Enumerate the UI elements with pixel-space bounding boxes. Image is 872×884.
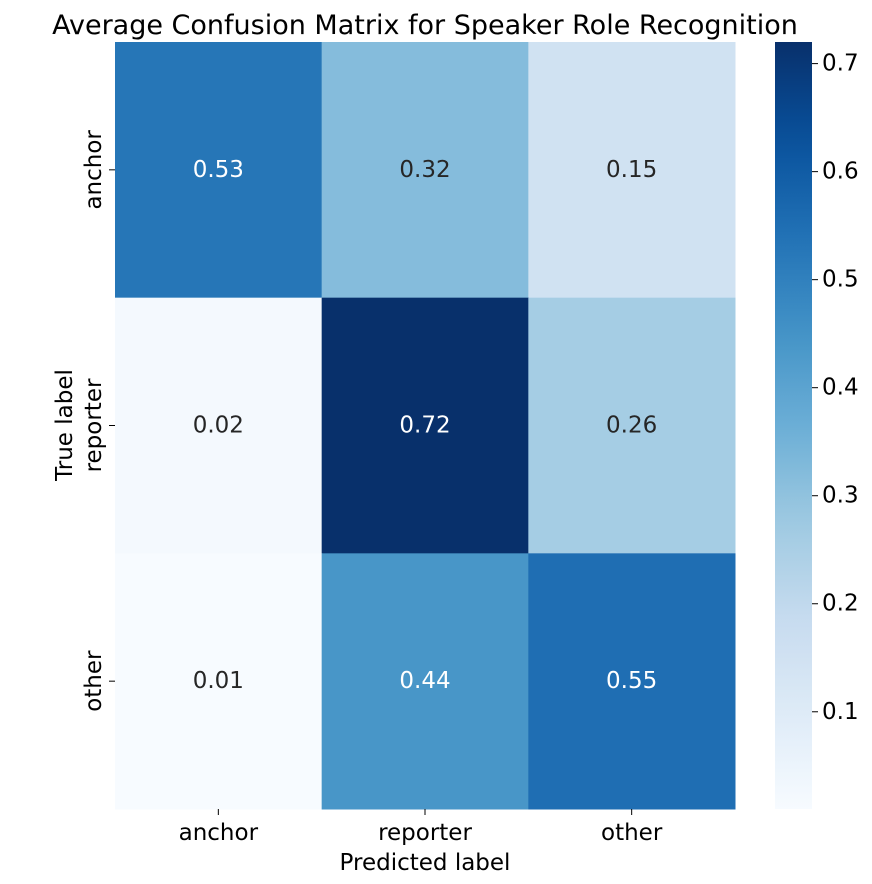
- colorbar: [775, 42, 812, 809]
- cell-value-label: 0.02: [193, 413, 244, 439]
- x-axis-label: Predicted label: [340, 850, 511, 876]
- y-tick-label: reporter: [81, 378, 107, 472]
- heatmap-cell: [321, 553, 529, 810]
- cell-value-label: 0.53: [193, 157, 244, 183]
- cell-value-label: 0.26: [606, 413, 657, 439]
- heatmap-cell: [321, 297, 529, 554]
- colorbar-tick-label: 0.3: [822, 483, 859, 509]
- heatmap-cell: [528, 297, 736, 554]
- heatmap-cell: [321, 42, 529, 299]
- cell-value-label: 0.32: [399, 157, 450, 183]
- heatmap-cell: [115, 42, 323, 299]
- heatmap-cells: [115, 42, 736, 810]
- cell-value-label: 0.72: [399, 413, 450, 439]
- heatmap-cell: [528, 553, 736, 810]
- colorbar-tick-label: 0.4: [822, 375, 859, 401]
- x-tick-label: anchor: [179, 820, 259, 846]
- heatmap-cell: [115, 297, 323, 554]
- colorbar-tick-label: 0.6: [822, 159, 859, 185]
- x-axis-ticks: anchor reporter other: [179, 809, 663, 846]
- colorbar-ticks: 0.1 0.2 0.3 0.4 0.5 0.6 0.7: [812, 51, 859, 725]
- chart-title: Average Confusion Matrix for Speaker Rol…: [52, 10, 798, 41]
- y-axis-ticks: anchor reporter other: [81, 130, 115, 712]
- y-tick-label: other: [81, 650, 107, 712]
- heatmap-cell: [528, 42, 736, 299]
- y-tick-label: anchor: [81, 130, 107, 210]
- cell-value-label: 0.15: [606, 157, 657, 183]
- cell-value-label: 0.55: [606, 668, 657, 694]
- cell-value-label: 0.44: [399, 668, 450, 694]
- x-tick-label: other: [601, 820, 663, 846]
- colorbar-tick-label: 0.1: [822, 699, 859, 725]
- heatmap-cell: [115, 553, 323, 810]
- heatmap-cell-labels: 0.53 0.32 0.15 0.02 0.72 0.26 0.01 0.44 0.55: [193, 157, 658, 694]
- x-tick-label: reporter: [378, 820, 472, 846]
- colorbar-tick-label: 0.7: [822, 51, 859, 77]
- cell-value-label: 0.01: [193, 668, 244, 694]
- colorbar-tick-label: 0.5: [822, 267, 859, 293]
- y-axis-label: True label: [52, 369, 78, 482]
- colorbar-tick-label: 0.2: [822, 591, 859, 617]
